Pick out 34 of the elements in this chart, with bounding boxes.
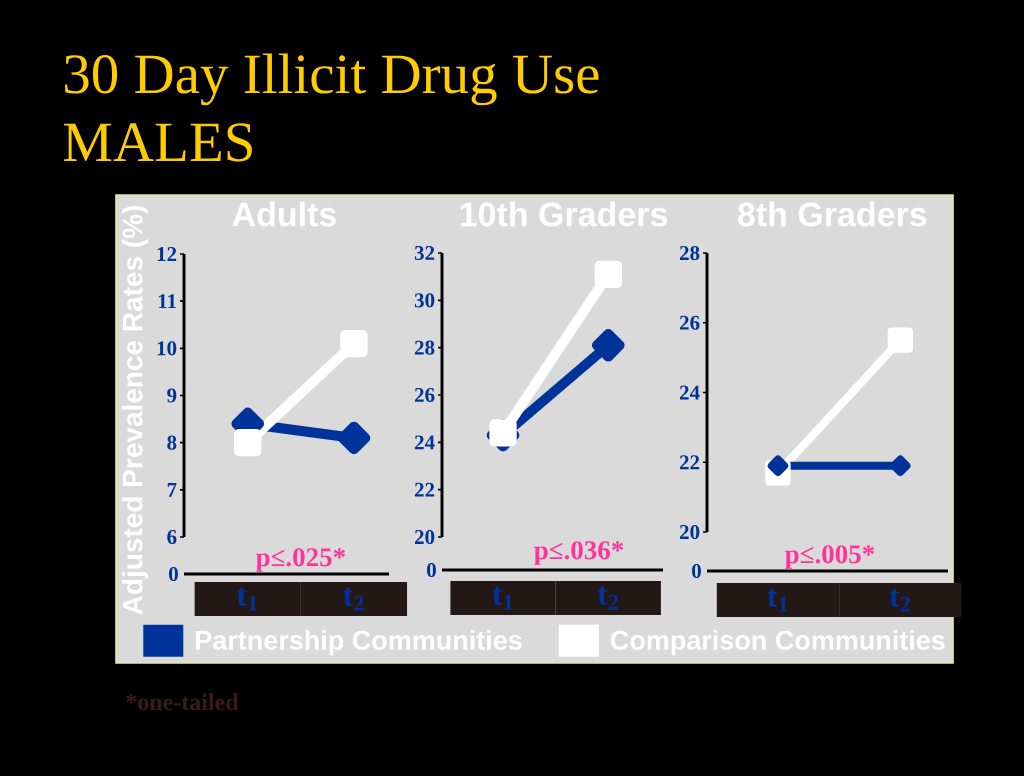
y-tick-label: 24 bbox=[414, 435, 435, 450]
x-tick-label: t$_{1}$ bbox=[492, 586, 513, 610]
y-tick-label: 6 bbox=[167, 529, 177, 545]
text: MALES bbox=[63, 123, 252, 162]
y-tick-label: 30 bbox=[414, 293, 435, 308]
y-tick-label: 7 bbox=[167, 482, 177, 497]
y-tick-label: 28 bbox=[679, 245, 700, 261]
text: p≤.005* bbox=[784, 545, 875, 569]
y-tick-label: 26 bbox=[679, 315, 700, 330]
y-tick-label: 10 bbox=[157, 341, 177, 356]
text: p≤.036* bbox=[534, 541, 624, 565]
text: p≤.025* bbox=[255, 548, 346, 572]
text: 0 bbox=[692, 563, 701, 579]
text: 0 bbox=[169, 566, 178, 582]
x-tick-label: t$_{2}$ bbox=[343, 587, 364, 611]
y-tick-label: 28 bbox=[414, 340, 435, 355]
y-tick-label: 26 bbox=[414, 387, 435, 403]
y-tick-label: 8 bbox=[167, 435, 177, 450]
x-tick-label: t$_{1}$ bbox=[767, 588, 788, 612]
y-tick-label: 20 bbox=[414, 529, 435, 545]
y-tick-label: 32 bbox=[414, 245, 435, 261]
x-tick-label: t$_{1}$ bbox=[237, 587, 258, 611]
y-tick-label: 9 bbox=[167, 388, 177, 403]
y-tick-label: 24 bbox=[679, 385, 700, 400]
y-tick-label: 11 bbox=[158, 294, 176, 309]
x-tick-label: t$_{2}$ bbox=[889, 588, 910, 612]
y-tick-label: 20 bbox=[679, 524, 700, 540]
text: *one-tailed bbox=[126, 693, 239, 711]
text: 30 Day Illicit Drug Use bbox=[64, 53, 599, 106]
y-tick-label: 12 bbox=[157, 247, 177, 261]
text: 0 bbox=[427, 562, 436, 578]
y-tick-label: 22 bbox=[414, 482, 435, 497]
y-tick-label: 22 bbox=[679, 455, 700, 470]
x-tick-label: t$_{2}$ bbox=[597, 586, 618, 610]
